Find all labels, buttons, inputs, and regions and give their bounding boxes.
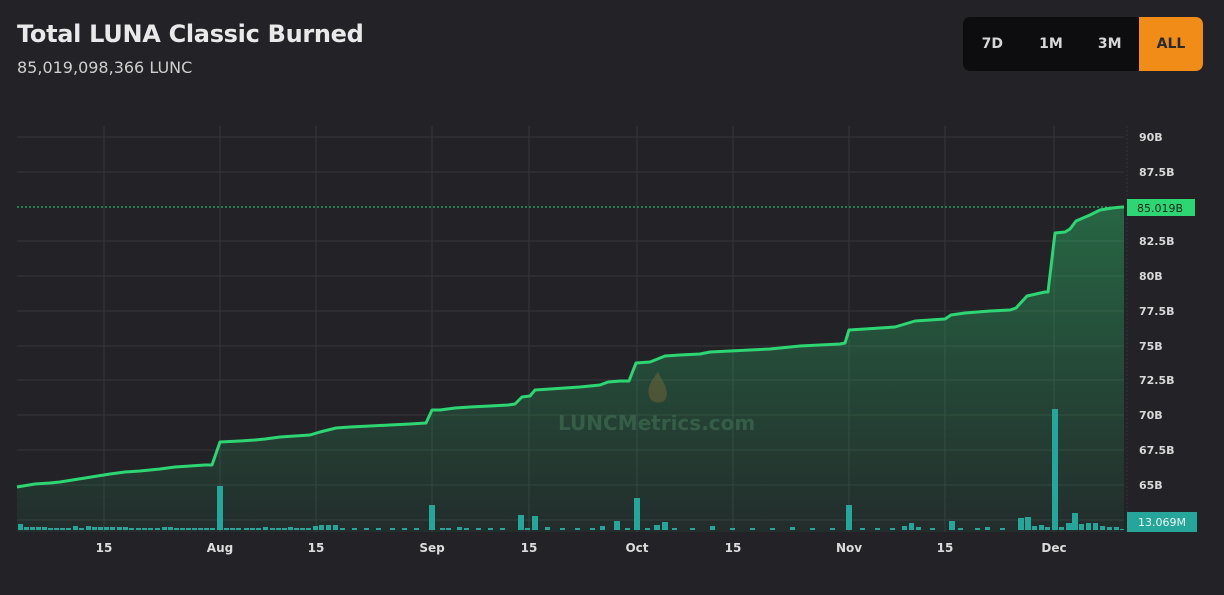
svg-text:13.069M: 13.069M [1138,516,1186,529]
range-3m-button[interactable]: 3M [1097,36,1122,52]
x-tick: Sep [419,541,445,555]
x-tick: Nov [836,541,862,555]
x-tick: Oct [625,541,648,555]
svg-text:85.019B: 85.019B [1137,202,1183,215]
range-all-button[interactable]: ALL [1139,17,1203,71]
y-tick: 65B [1139,479,1163,492]
x-tick: 15 [521,541,538,555]
range-selector: 7D 1M 3M ALL [963,17,1203,71]
total-burned-value: 85,019,098,366 LUNC [17,58,193,77]
burn-area [17,207,1124,532]
last-volume-badge: 13.069M [1127,512,1197,532]
y-tick: 80B [1139,270,1163,283]
burn-line [16,205,1124,489]
x-tick: 15 [725,541,742,555]
y-tick: 75B [1139,340,1163,353]
x-tick: 15 [96,541,113,555]
x-tick: Aug [207,541,233,555]
last-value-badge: 85.019B [1127,199,1195,216]
range-7d-button[interactable]: 7D [981,36,1004,52]
y-tick: 67.5B [1139,444,1175,457]
y-axis: 90B 87.5B 82.5B 80B 77.5B 75B 72.5B 70B … [1139,131,1175,492]
x-axis: 15 Aug 15 Sep 15 Oct 15 Nov 15 Dec [96,541,1067,555]
y-tick: 87.5B [1139,166,1175,179]
y-tick: 72.5B [1139,374,1175,387]
x-tick: Dec [1041,541,1066,555]
y-tick: 77.5B [1139,305,1175,318]
x-tick: 15 [308,541,325,555]
y-tick: 82.5B [1139,235,1175,248]
y-tick: 70B [1139,409,1163,422]
volume-bars [18,409,1124,530]
x-tick: 15 [937,541,954,555]
range-1m-button[interactable]: 1M [1039,36,1063,52]
y-tick: 90B [1139,131,1163,144]
page-title: Total LUNA Classic Burned [17,20,364,48]
